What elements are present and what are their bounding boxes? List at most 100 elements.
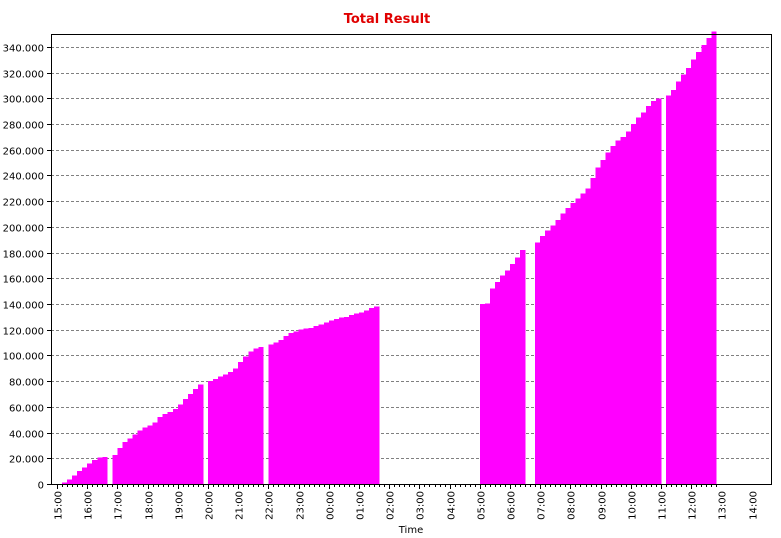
bar	[570, 203, 576, 484]
x-tick-label: 02:00	[386, 491, 397, 520]
x-axis-ticks: 15:00 16:00 17:00 18:00 19:00 20:00 21:00 22:00…	[54, 484, 760, 520]
y-tick-label: 160.000	[3, 275, 44, 286]
bar	[248, 351, 254, 484]
bar	[208, 381, 214, 484]
bar	[243, 356, 249, 484]
bar	[640, 112, 647, 485]
bar	[499, 275, 506, 484]
x-tick-label: 01:00	[356, 491, 367, 520]
y-tick-label: 260.000	[3, 147, 44, 158]
bar	[308, 327, 315, 484]
bar	[87, 463, 93, 484]
bar	[550, 225, 556, 484]
bar	[711, 31, 717, 485]
bar	[233, 368, 239, 484]
bar	[364, 310, 370, 484]
bar	[615, 140, 622, 484]
bar	[162, 413, 169, 484]
bar	[132, 434, 138, 484]
bar	[545, 230, 551, 484]
bar	[494, 282, 501, 484]
bar	[489, 288, 496, 484]
x-tick-label: 22:00	[265, 491, 276, 520]
x-tick-label: 12:00	[688, 491, 699, 520]
x-tick-label: 21:00	[235, 491, 246, 520]
bar	[303, 328, 310, 484]
bar	[535, 242, 541, 484]
grid-lines	[51, 47, 771, 459]
y-tick-label: 220.000	[3, 198, 44, 209]
y-tick-label: 80.000	[9, 378, 44, 389]
bar	[67, 479, 73, 484]
bar	[635, 117, 642, 484]
bar	[137, 430, 143, 484]
bar	[560, 213, 566, 485]
bar	[595, 167, 601, 484]
bar	[565, 208, 571, 484]
y-tick-label: 320.000	[3, 70, 44, 81]
bar	[504, 270, 511, 484]
bar	[510, 264, 516, 484]
bar	[630, 124, 637, 484]
bar	[348, 314, 355, 484]
bar	[681, 74, 687, 484]
bar	[328, 320, 335, 484]
y-tick-label: 0	[38, 481, 44, 492]
bar	[540, 235, 546, 484]
bar	[273, 342, 279, 484]
bar	[77, 471, 83, 484]
bar	[182, 399, 189, 484]
bar	[167, 412, 174, 484]
bar	[696, 52, 702, 484]
bar	[92, 460, 98, 484]
bar	[187, 394, 194, 484]
bar	[605, 152, 612, 485]
y-tick-label: 340.000	[3, 44, 44, 55]
x-tick-label: 15:00	[54, 491, 65, 520]
y-tick-label: 140.000	[3, 301, 44, 312]
bar	[575, 198, 581, 484]
bar	[253, 348, 259, 484]
bar	[318, 324, 325, 484]
bar	[268, 344, 274, 484]
x-tick-label: 17:00	[114, 491, 125, 520]
bar	[343, 316, 350, 484]
bar	[353, 313, 360, 484]
x-tick-label: 23:00	[296, 491, 307, 520]
bar	[610, 145, 617, 485]
bar	[338, 317, 345, 484]
bar	[686, 68, 692, 484]
bar	[192, 388, 199, 484]
x-tick-label: 05:00	[477, 491, 488, 520]
bar	[333, 318, 340, 484]
bar	[177, 404, 184, 484]
y-tick-label: 300.000	[3, 95, 44, 106]
axes	[51, 34, 772, 485]
bar	[298, 329, 304, 484]
bar	[112, 455, 118, 484]
x-tick-label: 04:00	[447, 491, 458, 520]
bar	[147, 425, 153, 484]
bar	[520, 250, 526, 484]
y-tick-label: 280.000	[3, 121, 44, 132]
bar	[590, 178, 596, 484]
bar	[580, 193, 586, 484]
bar	[359, 312, 365, 484]
x-tick-label: 10:00	[628, 491, 639, 520]
bar	[102, 457, 108, 484]
bar	[152, 422, 159, 484]
bar	[172, 408, 179, 484]
x-tick-label: 11:00	[658, 491, 669, 520]
x-tick-label: 14:00	[749, 491, 760, 520]
bar	[258, 347, 264, 484]
y-tick-label: 40.000	[9, 430, 44, 441]
bar	[283, 336, 289, 484]
bar	[323, 322, 330, 484]
bar	[288, 332, 294, 484]
bar	[157, 417, 164, 484]
bar	[515, 257, 521, 484]
bar	[117, 448, 123, 484]
bar	[313, 325, 320, 484]
bar	[228, 372, 234, 484]
